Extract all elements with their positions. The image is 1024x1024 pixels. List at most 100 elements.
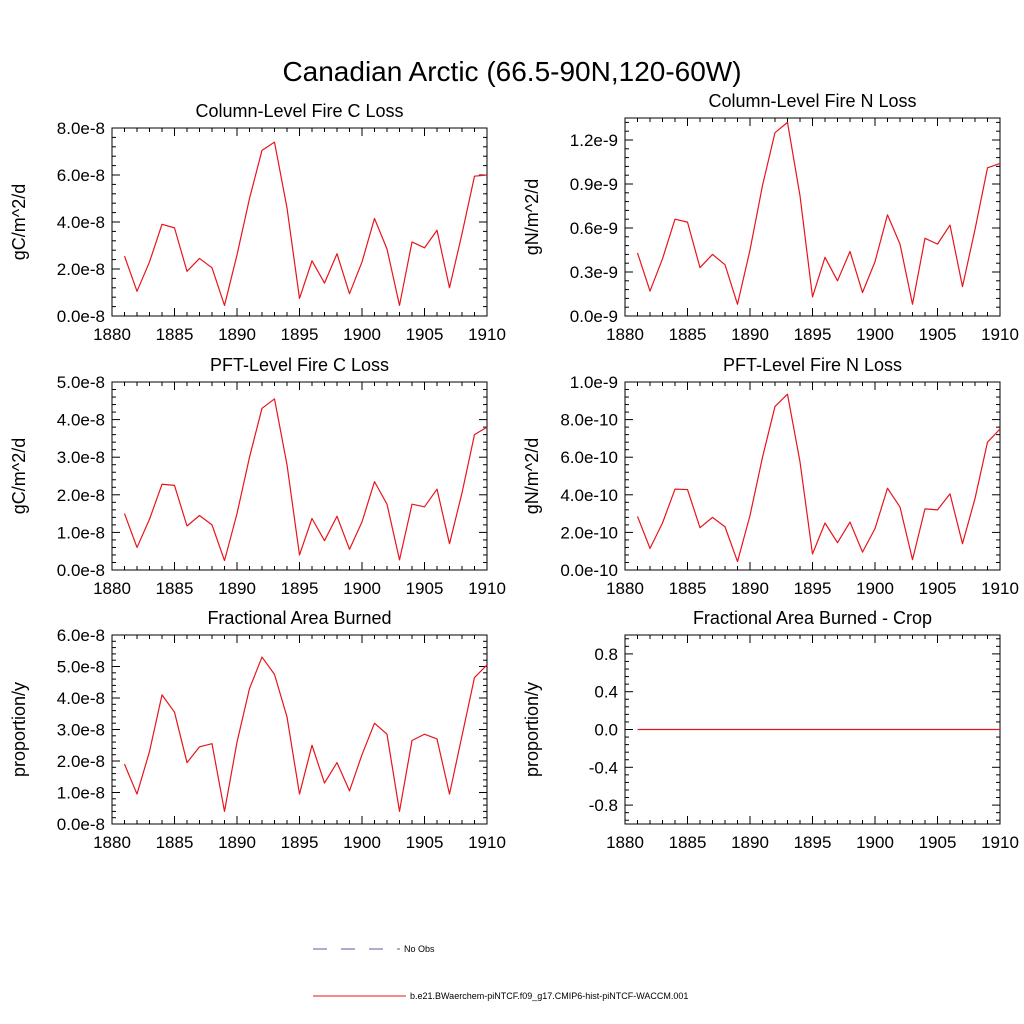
x-tick-label: 1895	[281, 325, 319, 344]
panel-2: Column-Level Fire N Loss gN/m^2/d 1880 1885…	[522, 91, 1019, 344]
x-tick-label: 1890	[731, 579, 769, 598]
x-tick-label: 1905	[406, 325, 444, 344]
plot-frame	[111, 381, 488, 571]
panel-title: PFT-Level Fire N Loss	[723, 355, 902, 375]
x-tick-label: 1890	[218, 579, 256, 598]
y-tick-label: 0.0	[594, 721, 618, 740]
y-tick-label: 5.0e-8	[57, 658, 105, 677]
x-tick-label: 1905	[406, 833, 444, 852]
x-tick-label: 1890	[731, 325, 769, 344]
panel-title: Fractional Area Burned - Crop	[693, 608, 932, 628]
x-tick-label: 1880	[93, 325, 131, 344]
x-tick-label: 1890	[218, 325, 256, 344]
x-tick-label: 1900	[343, 325, 381, 344]
panel-4: PFT-Level Fire N Loss gN/m^2/d 1880 1885 189…	[522, 355, 1019, 598]
y-tick-label: 0.8	[594, 645, 618, 664]
y-axis-label: gC/m^2/d	[9, 438, 29, 514]
y-tick-label: 6.0e-8	[57, 166, 105, 185]
x-tick-label: 1905	[406, 579, 444, 598]
panels: Column-Level Fire C Loss gC/m^2/d 1880 1885…	[9, 91, 1019, 852]
y-tick-label: -0.4	[589, 758, 618, 777]
y-tick-label: 0.6e-9	[570, 219, 618, 238]
figure-title: Canadian Arctic (66.5-90N,120-60W)	[282, 56, 741, 87]
panel-title: Fractional Area Burned	[207, 608, 391, 628]
y-axis-label: gN/m^2/d	[522, 438, 542, 514]
y-tick-label: 1.0e-9	[570, 373, 618, 392]
y-tick-label: 0.0e-8	[57, 561, 105, 580]
x-tick-label: 1900	[343, 833, 381, 852]
x-tick-label: 1910	[981, 579, 1019, 598]
series-line	[123, 656, 488, 813]
x-tick-label: 1885	[156, 579, 194, 598]
x-tick-label: 1880	[606, 833, 644, 852]
y-tick-label: -0.8	[589, 796, 618, 815]
y-axis-label: gC/m^2/d	[9, 184, 29, 260]
x-tick-label: 1885	[669, 833, 707, 852]
x-tick-label: 1910	[468, 579, 506, 598]
y-axis-label: gN/m^2/d	[522, 179, 542, 255]
y-tick-label: 3.0e-8	[57, 721, 105, 740]
y-tick-label: 3.0e-8	[57, 448, 105, 467]
y-tick-label: 0.4	[594, 683, 618, 702]
x-tick-label: 1895	[794, 579, 832, 598]
x-tick-label: 1910	[468, 325, 506, 344]
y-tick-label: 6.0e-10	[560, 448, 618, 467]
x-tick-label: 1885	[669, 325, 707, 344]
panel-title: Column-Level Fire N Loss	[708, 91, 916, 111]
y-tick-label: 8.0e-10	[560, 411, 618, 430]
series-line	[123, 398, 488, 562]
y-tick-label: 1.2e-9	[570, 131, 618, 150]
legend-obs-label: No Obs	[404, 944, 435, 954]
panel-6: Fractional Area Burned - Crop proportion/…	[522, 608, 1019, 852]
x-tick-label: 1885	[156, 833, 194, 852]
panel-1: Column-Level Fire C Loss gC/m^2/d 1880 1885…	[9, 101, 506, 344]
y-tick-label: 6.0e-8	[57, 626, 105, 645]
x-tick-label: 1905	[919, 325, 957, 344]
x-tick-label: 1880	[93, 579, 131, 598]
y-tick-label: 2.0e-8	[57, 486, 105, 505]
x-tick-label: 1905	[919, 579, 957, 598]
y-tick-label: 1.0e-8	[57, 784, 105, 803]
x-tick-label: 1885	[156, 325, 194, 344]
y-tick-label: 8.0e-8	[57, 119, 105, 138]
y-tick-label: 2.0e-8	[57, 752, 105, 771]
panel-5: Fractional Area Burned proportion/y 1880 18…	[9, 608, 506, 852]
x-tick-label: 1905	[919, 833, 957, 852]
y-axis-label: proportion/y	[522, 682, 542, 777]
x-tick-label: 1885	[669, 579, 707, 598]
x-tick-label: 1910	[981, 833, 1019, 852]
y-tick-label: 4.0e-10	[560, 486, 618, 505]
legend-model-label: b.e21.BWaerchem-piNTCF.f09_g17.CMIP6-his…	[410, 991, 688, 1001]
y-tick-label: 4.0e-8	[57, 213, 105, 232]
x-tick-label: 1880	[606, 579, 644, 598]
panel-title: Column-Level Fire C Loss	[195, 101, 403, 121]
x-tick-label: 1900	[856, 325, 894, 344]
plot-frame	[624, 117, 1001, 317]
x-tick-label: 1900	[856, 579, 894, 598]
y-tick-label: 4.0e-8	[57, 411, 105, 430]
series-line	[636, 121, 1001, 305]
y-tick-label: 0.9e-9	[570, 175, 618, 194]
y-tick-label: 0.0e-9	[570, 307, 618, 326]
y-tick-label: 4.0e-8	[57, 689, 105, 708]
x-tick-label: 1890	[218, 833, 256, 852]
y-tick-label: 5.0e-8	[57, 373, 105, 392]
panel-title: PFT-Level Fire C Loss	[210, 355, 389, 375]
plot-frame	[111, 634, 488, 825]
legend: No Obs b.e21.BWaerchem-piNTCF.f09_g17.CM…	[313, 944, 688, 1001]
x-tick-label: 1910	[981, 325, 1019, 344]
y-axis-label: proportion/y	[9, 682, 29, 777]
x-tick-label: 1890	[731, 833, 769, 852]
x-tick-label: 1910	[468, 833, 506, 852]
series-line	[123, 141, 488, 307]
panel-3: PFT-Level Fire C Loss gC/m^2/d 1880 1885 189…	[9, 355, 506, 598]
x-tick-label: 1880	[93, 833, 131, 852]
y-tick-label: 2.0e-8	[57, 260, 105, 279]
plot-frame	[111, 127, 488, 317]
x-tick-label: 1880	[606, 325, 644, 344]
y-tick-label: 1.0e-8	[57, 523, 105, 542]
y-tick-label: 0.0e-8	[57, 815, 105, 834]
plot-frame	[624, 381, 1001, 571]
x-tick-label: 1900	[856, 833, 894, 852]
